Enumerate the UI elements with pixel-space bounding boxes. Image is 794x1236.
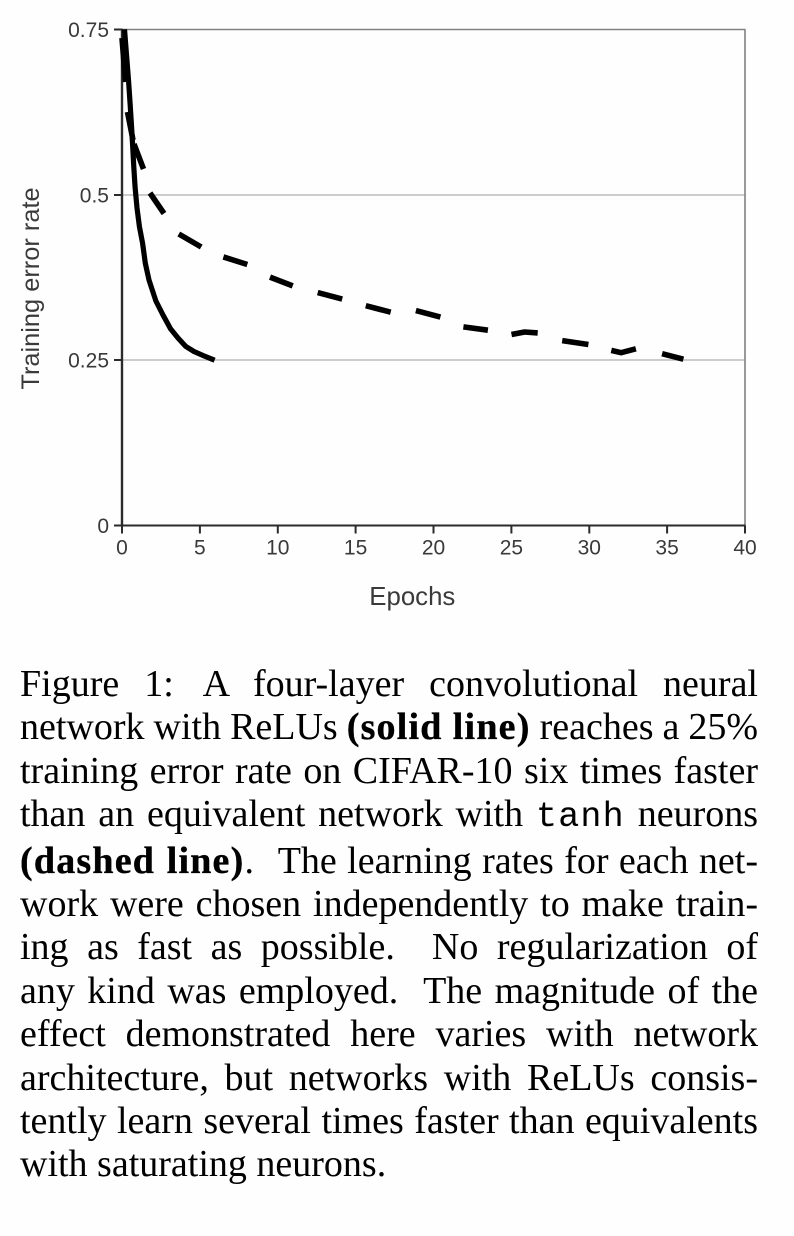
svg-text:25: 25 (500, 537, 523, 560)
svg-text:0: 0 (116, 537, 128, 560)
svg-text:0.25: 0.25 (68, 350, 109, 373)
svg-text:40: 40 (733, 537, 756, 560)
svg-text:0.75: 0.75 (68, 19, 109, 42)
svg-text:30: 30 (578, 537, 601, 560)
svg-text:35: 35 (655, 537, 678, 560)
svg-text:0: 0 (97, 515, 109, 538)
svg-text:15: 15 (344, 537, 367, 560)
svg-text:Epochs: Epochs (369, 583, 455, 611)
svg-text:5: 5 (194, 537, 206, 560)
svg-text:10: 10 (266, 537, 289, 560)
svg-text:20: 20 (422, 537, 445, 560)
svg-text:Training error rate: Training error rate (17, 187, 45, 389)
svg-text:0.5: 0.5 (80, 185, 109, 208)
